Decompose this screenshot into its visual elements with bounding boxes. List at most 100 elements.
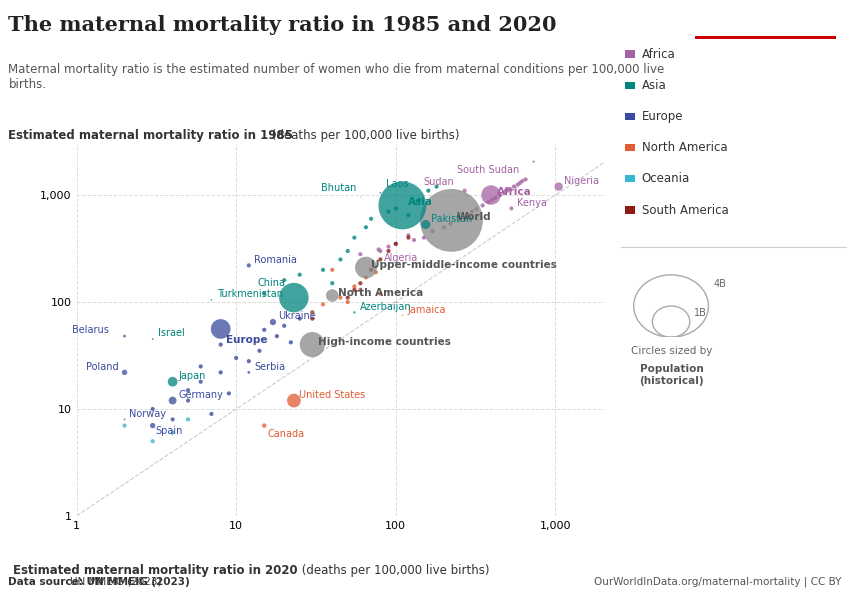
Text: 1B: 1B xyxy=(694,308,707,317)
Point xyxy=(230,353,243,363)
Point xyxy=(326,291,339,301)
Point xyxy=(402,233,416,242)
Point xyxy=(348,281,361,291)
Point xyxy=(277,275,291,285)
Point xyxy=(205,409,218,419)
Point xyxy=(334,254,348,264)
Point xyxy=(552,182,565,191)
Point xyxy=(194,362,207,371)
Point xyxy=(395,200,409,210)
Point xyxy=(252,346,266,356)
Point xyxy=(284,338,298,347)
Point xyxy=(458,186,472,196)
Point xyxy=(389,239,403,248)
Point xyxy=(360,263,373,272)
Text: Maternal mortality ratio is the estimated number of women who die from maternal : Maternal mortality ratio is the estimate… xyxy=(8,63,665,91)
Text: Laos: Laos xyxy=(386,179,408,189)
Point xyxy=(382,207,395,217)
Point xyxy=(482,197,496,207)
Point xyxy=(365,265,378,275)
Text: Spain: Spain xyxy=(156,426,183,436)
Point xyxy=(118,331,132,341)
Point xyxy=(498,188,512,197)
Point xyxy=(489,193,502,203)
Point xyxy=(465,207,479,217)
Text: Ukraine: Ukraine xyxy=(279,311,316,321)
Bar xyxy=(695,36,836,39)
Point xyxy=(485,195,499,205)
Point xyxy=(461,209,474,219)
Text: South Sudan: South Sudan xyxy=(457,165,519,175)
Text: Asia: Asia xyxy=(408,197,433,208)
Text: Serbia: Serbia xyxy=(254,362,286,371)
Point xyxy=(417,233,431,242)
Text: Poland: Poland xyxy=(86,362,118,371)
Text: (deaths per 100,000 live births): (deaths per 100,000 live births) xyxy=(298,564,489,577)
Point xyxy=(382,246,395,256)
Text: Jamaica: Jamaica xyxy=(408,305,446,314)
Text: Turkmenistan: Turkmenistan xyxy=(217,289,283,299)
Point xyxy=(402,230,416,240)
Text: Kenya: Kenya xyxy=(517,197,547,208)
Point xyxy=(503,184,517,194)
Point xyxy=(242,356,256,366)
Point xyxy=(518,175,532,184)
Point xyxy=(242,260,256,270)
Point xyxy=(513,178,527,188)
Point xyxy=(348,308,361,317)
Point xyxy=(476,200,490,210)
Text: Asia: Asia xyxy=(642,79,666,92)
Text: High-income countries: High-income countries xyxy=(318,337,450,347)
Point xyxy=(146,334,160,344)
Point xyxy=(422,186,435,196)
Text: Our World: Our World xyxy=(735,10,795,20)
Point xyxy=(470,204,484,214)
Point xyxy=(505,203,518,213)
Text: Germany: Germany xyxy=(178,390,223,400)
Point xyxy=(389,203,403,213)
Point xyxy=(316,265,330,275)
Text: Pakistan: Pakistan xyxy=(431,214,473,224)
Text: North America: North America xyxy=(337,287,423,298)
Text: Norway: Norway xyxy=(128,409,166,419)
Point xyxy=(501,186,514,196)
Point xyxy=(369,268,382,277)
Point xyxy=(360,223,373,232)
Point xyxy=(118,415,132,424)
Point xyxy=(444,219,457,229)
Point xyxy=(511,180,524,190)
Text: (deaths per 100,000 live births): (deaths per 100,000 live births) xyxy=(268,129,459,142)
Point xyxy=(258,289,271,298)
Point xyxy=(293,270,307,280)
Point xyxy=(258,325,271,335)
Point xyxy=(118,421,132,430)
Point xyxy=(515,176,529,186)
Point xyxy=(452,214,466,224)
Point xyxy=(445,215,458,225)
Point xyxy=(258,421,271,430)
Text: Israel: Israel xyxy=(158,328,185,338)
Point xyxy=(316,299,330,309)
Text: Europe: Europe xyxy=(642,110,683,123)
Text: Data source: UN MMEIG (2023): Data source: UN MMEIG (2023) xyxy=(8,577,190,587)
Point xyxy=(166,377,179,386)
Text: Canada: Canada xyxy=(267,428,304,439)
Point xyxy=(348,233,361,242)
Text: Estimated maternal mortality ratio in 2020: Estimated maternal mortality ratio in 20… xyxy=(13,564,297,577)
Text: Oceania: Oceania xyxy=(642,172,690,185)
Text: China: China xyxy=(258,278,286,289)
Point xyxy=(277,321,291,331)
Point xyxy=(293,314,307,323)
Point xyxy=(484,190,498,200)
Point xyxy=(371,245,385,254)
Point xyxy=(181,415,195,424)
Point xyxy=(507,182,521,191)
Point xyxy=(354,192,367,202)
Text: Azerbaijan: Azerbaijan xyxy=(360,302,411,311)
Point xyxy=(287,293,301,302)
Text: Belarus: Belarus xyxy=(71,325,109,335)
Point xyxy=(166,396,179,406)
Point xyxy=(527,157,541,166)
Text: 4B: 4B xyxy=(713,278,726,289)
Point xyxy=(118,368,132,377)
